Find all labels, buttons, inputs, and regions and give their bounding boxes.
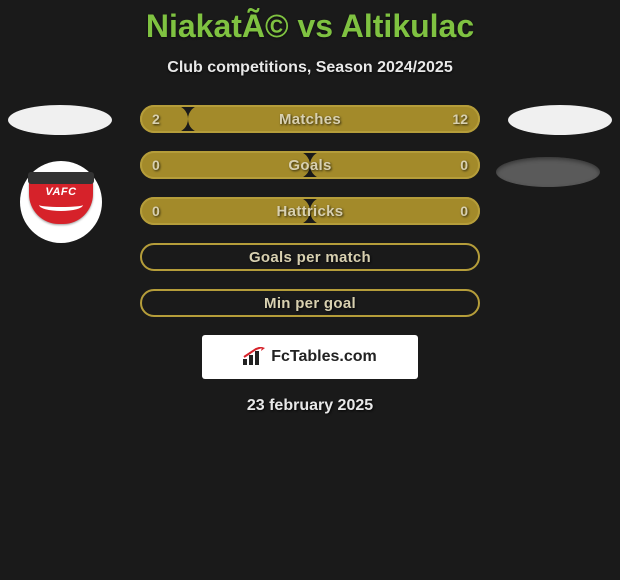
subtitle: Club competitions, Season 2024/2025 <box>0 59 620 77</box>
stat-row: Min per goal <box>140 289 480 317</box>
player-left-banner <box>8 105 112 135</box>
stat-row: Goals per match <box>140 243 480 271</box>
player-right-shadow <box>496 157 600 187</box>
stat-label: Goals per match <box>140 243 480 271</box>
comparison-content: VAFC 212Matches 00Goals 00Hattricks Goals p… <box>0 105 620 415</box>
stat-label: Matches <box>140 105 480 133</box>
date-label: 23 february 2025 <box>0 397 620 415</box>
player-right-banner <box>508 105 612 135</box>
stat-label: Goals <box>140 151 480 179</box>
stat-row: 212Matches <box>140 105 480 133</box>
stat-row: 00Goals <box>140 151 480 179</box>
attribution: FcTables.com <box>202 335 418 379</box>
chart-icon <box>243 347 265 367</box>
stat-label: Hattricks <box>140 197 480 225</box>
page-title: NiakatÃ© vs Altikulac <box>0 0 620 45</box>
attribution-label: FcTables.com <box>271 348 377 366</box>
club-badge-text: VAFC <box>45 186 76 198</box>
stat-label: Min per goal <box>140 289 480 317</box>
club-badge: VAFC <box>20 161 102 243</box>
stat-row: 00Hattricks <box>140 197 480 225</box>
